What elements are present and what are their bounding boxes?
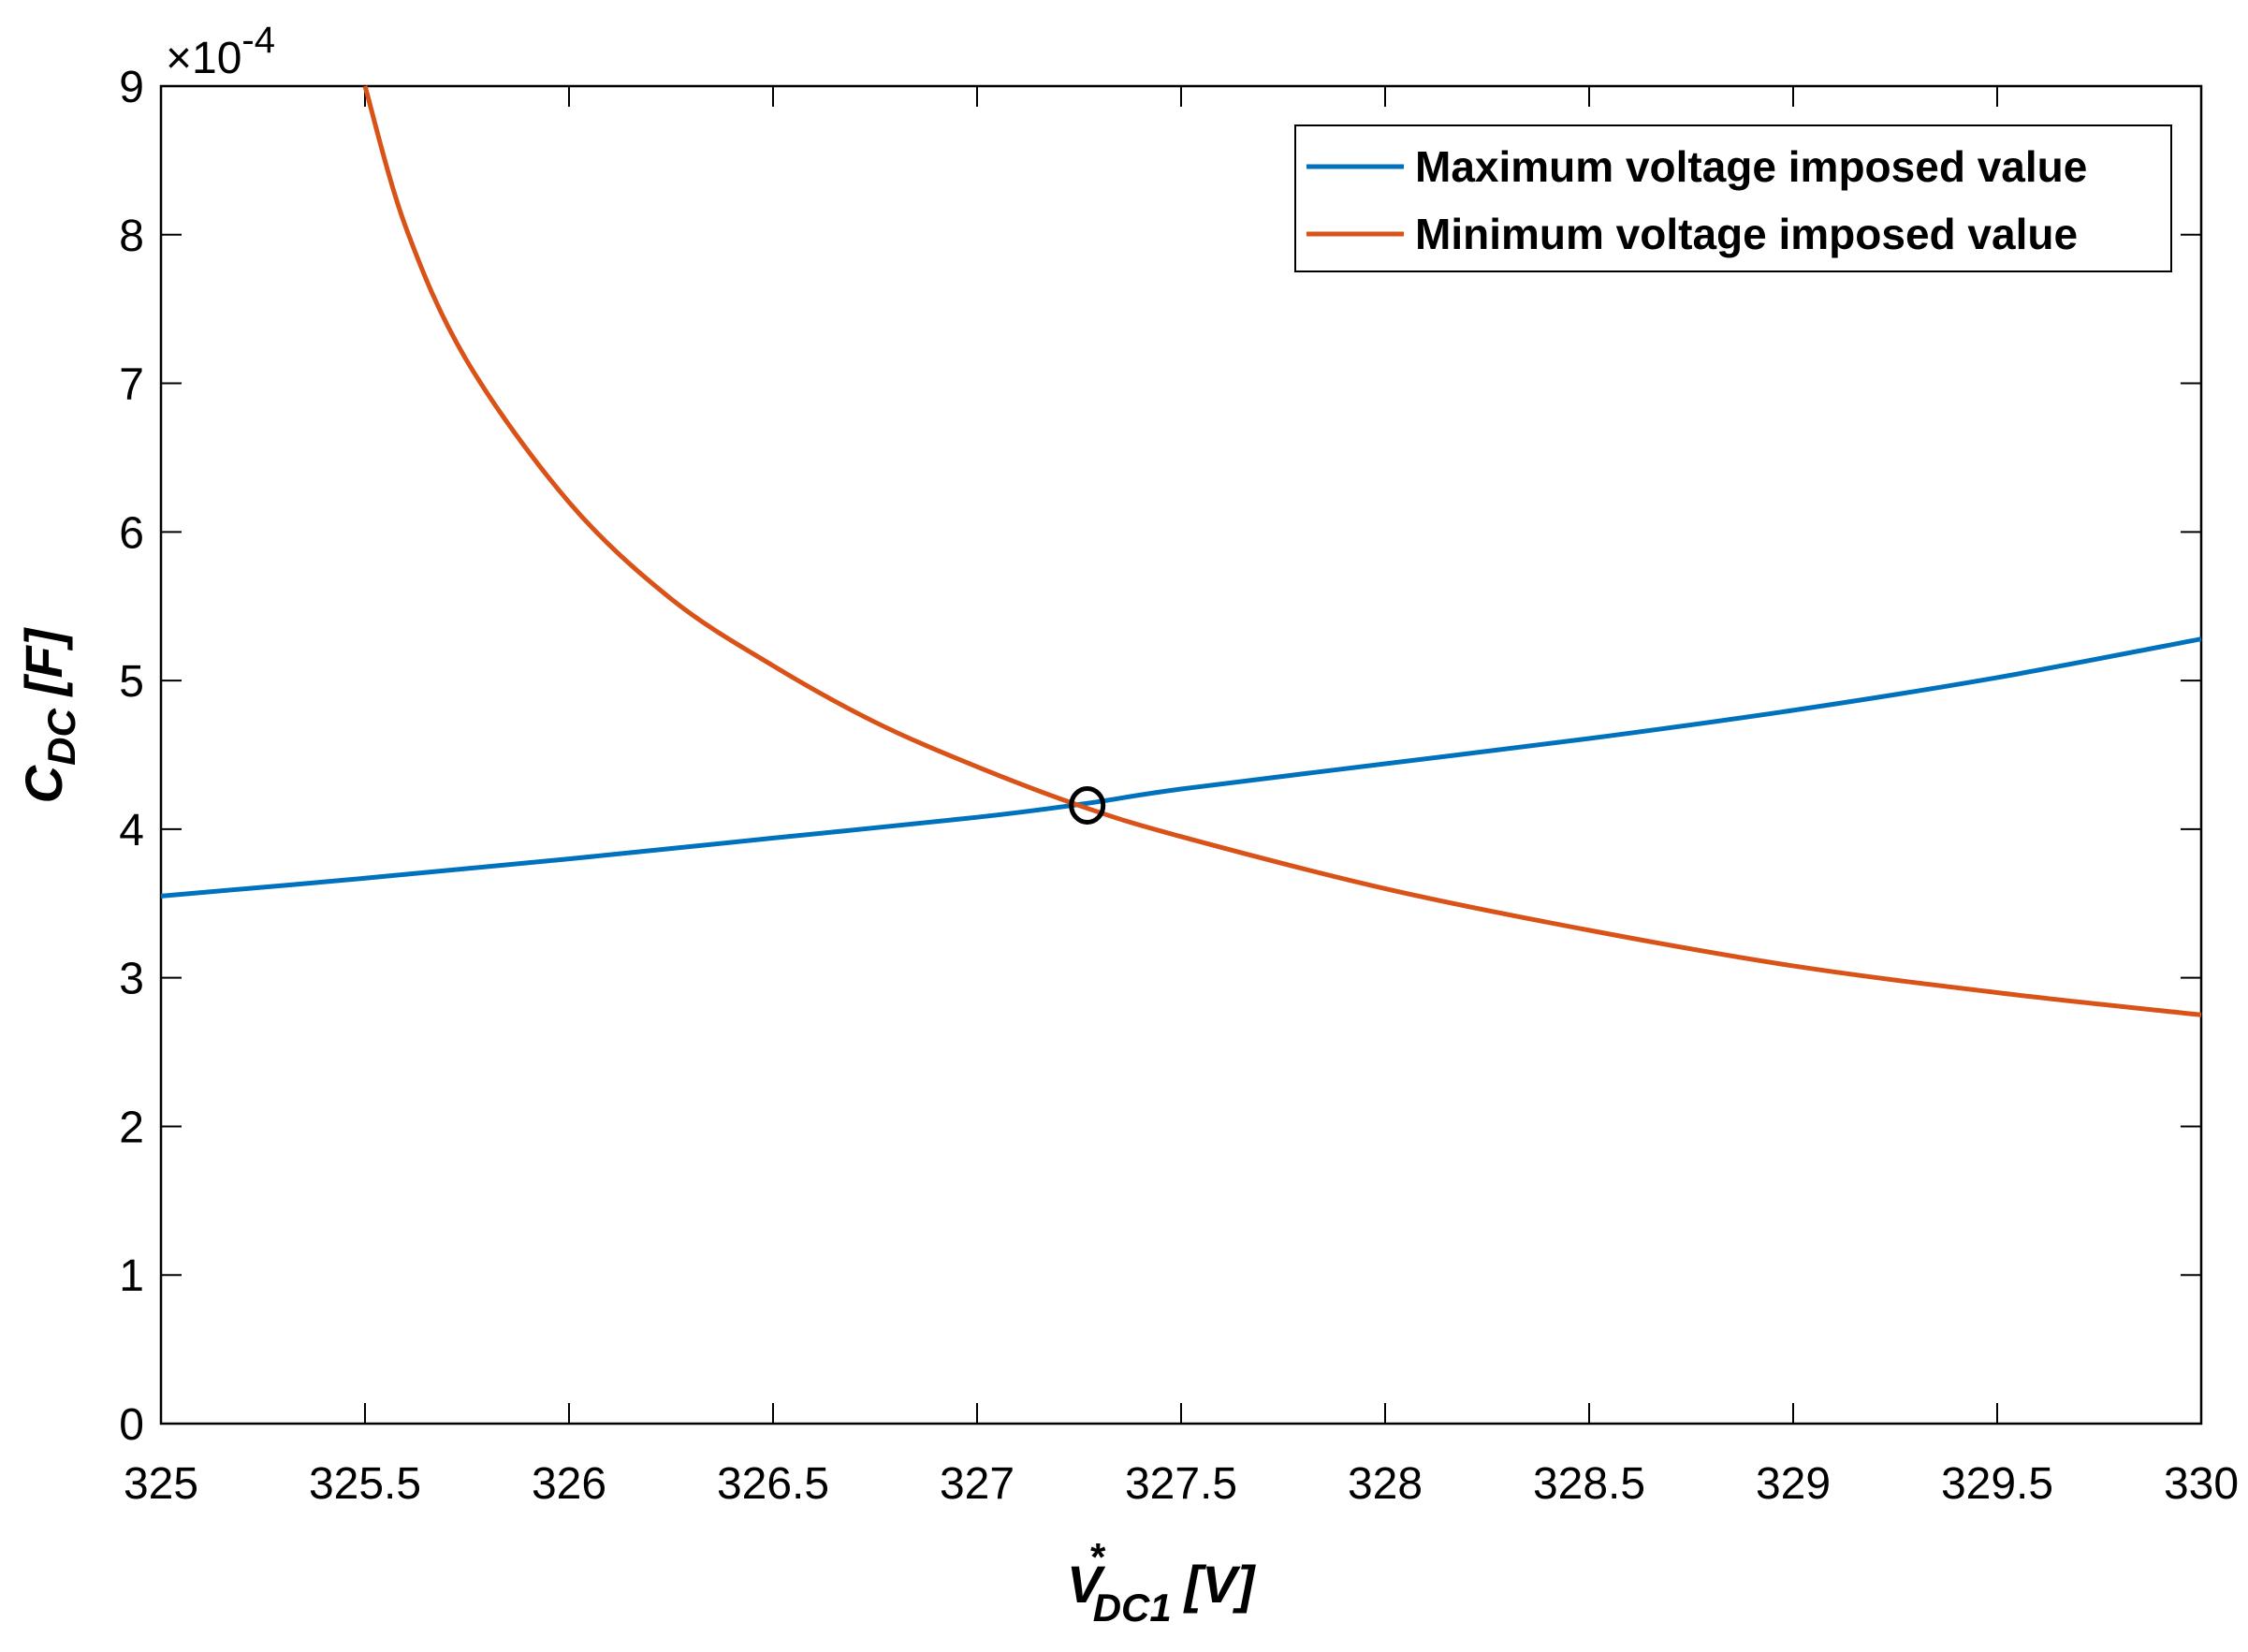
y-tick-label: 2 [119, 1103, 144, 1152]
x-tick-label: 327.5 [1125, 1459, 1237, 1509]
legend-label-minimum: Minimum voltage imposed value [1415, 210, 2078, 258]
y-axis-title-subscript: DC [39, 709, 83, 766]
x-axis-title: V* DC1 [V] [1067, 1535, 1257, 1630]
intersection-marker [1069, 785, 1106, 825]
x-tick-label: 325.5 [309, 1459, 421, 1509]
x-tick-label: 325 [124, 1459, 198, 1509]
x-axis-title-superscript: * [1088, 1535, 1105, 1579]
legend-box [1294, 124, 2172, 272]
x-axis-title-main: V [1067, 1555, 1106, 1614]
x-tick-label: 326 [532, 1459, 606, 1509]
y-tick-label: 5 [119, 657, 144, 707]
x-tick-label: 327 [940, 1459, 1015, 1509]
y-tick-label: 0 [119, 1400, 144, 1450]
y-tick-label: 1 [119, 1251, 144, 1301]
y-tick-label: 8 [119, 212, 144, 261]
y-tick-label: 6 [119, 508, 144, 558]
y-axis-title-unit: [F] [14, 626, 73, 697]
annotation-layer [1069, 785, 1106, 825]
x-tick-label: 328 [1348, 1459, 1423, 1509]
y-tick-label: 9 [119, 63, 144, 112]
legend: Maximum voltage imposed value Minimum vo… [1294, 124, 2172, 272]
y-axis-ticks: 0 1 2 3 4 5 6 7 8 9 [119, 63, 2201, 1450]
svg-text:CDC[F]: CDC [F] [14, 626, 83, 803]
y-tick-label: 7 [119, 360, 144, 410]
x-tick-label: 328.5 [1533, 1459, 1645, 1509]
y-exponent-base: ×10 [166, 34, 241, 83]
x-axis-title-subscript: DC1 [1093, 1586, 1172, 1630]
y-axis-title: CDC [F] [14, 626, 83, 803]
legend-label-maximum: Maximum voltage imposed value [1415, 142, 2087, 191]
y-tick-label: 3 [119, 955, 144, 1004]
x-tick-label: 329.5 [1941, 1459, 2053, 1509]
series-layer [160, 85, 2202, 1017]
x-tick-label: 326.5 [717, 1459, 829, 1509]
x-axis-title-unit: [V] [1183, 1555, 1257, 1614]
y-exponent-label: ×10-4 [166, 20, 275, 83]
y-tick-label: 4 [119, 806, 144, 855]
x-tick-label: 329 [1756, 1459, 1831, 1509]
y-axis-title-main: C [14, 764, 73, 803]
x-tick-label: 330 [2164, 1459, 2239, 1509]
x-axis-ticks: 325 325.5 326 326.5 327 327.5 328 328.5 329 329.5… [124, 86, 2239, 1509]
series-line-minimum [362, 85, 2202, 1017]
y-exponent-power: -4 [241, 20, 275, 61]
series-line-maximum [160, 636, 2202, 899]
